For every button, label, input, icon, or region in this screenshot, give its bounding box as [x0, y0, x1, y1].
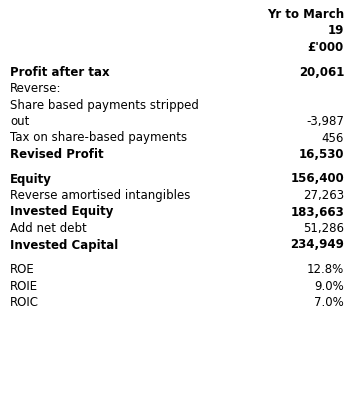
Text: 156,400: 156,400: [290, 173, 344, 185]
Text: Reverse amortised intangibles: Reverse amortised intangibles: [10, 189, 190, 202]
Text: ROE: ROE: [10, 263, 35, 276]
Text: Invested Equity: Invested Equity: [10, 206, 113, 219]
Text: ROIC: ROIC: [10, 296, 39, 309]
Text: 27,263: 27,263: [303, 189, 344, 202]
Text: 7.0%: 7.0%: [314, 296, 344, 309]
Text: 51,286: 51,286: [303, 222, 344, 235]
Text: Reverse:: Reverse:: [10, 82, 62, 95]
Text: -3,987: -3,987: [306, 115, 344, 128]
Text: Invested Capital: Invested Capital: [10, 239, 118, 252]
Text: 456: 456: [322, 132, 344, 145]
Text: Add net debt: Add net debt: [10, 222, 87, 235]
Text: Tax on share-based payments: Tax on share-based payments: [10, 132, 187, 145]
Text: Profit after tax: Profit after tax: [10, 66, 110, 79]
Text: 16,530: 16,530: [298, 148, 344, 161]
Text: Yr to March: Yr to March: [267, 8, 344, 21]
Text: 12.8%: 12.8%: [307, 263, 344, 276]
Text: 20,061: 20,061: [299, 66, 344, 79]
Text: 234,949: 234,949: [290, 239, 344, 252]
Text: £'000: £'000: [308, 41, 344, 54]
Text: Share based payments stripped: Share based payments stripped: [10, 99, 199, 112]
Text: 9.0%: 9.0%: [314, 279, 344, 292]
Text: ROIE: ROIE: [10, 279, 38, 292]
Text: Equity: Equity: [10, 173, 52, 185]
Text: Revised Profit: Revised Profit: [10, 148, 104, 161]
Text: out: out: [10, 115, 29, 128]
Text: 183,663: 183,663: [290, 206, 344, 219]
Text: 19: 19: [327, 24, 344, 37]
